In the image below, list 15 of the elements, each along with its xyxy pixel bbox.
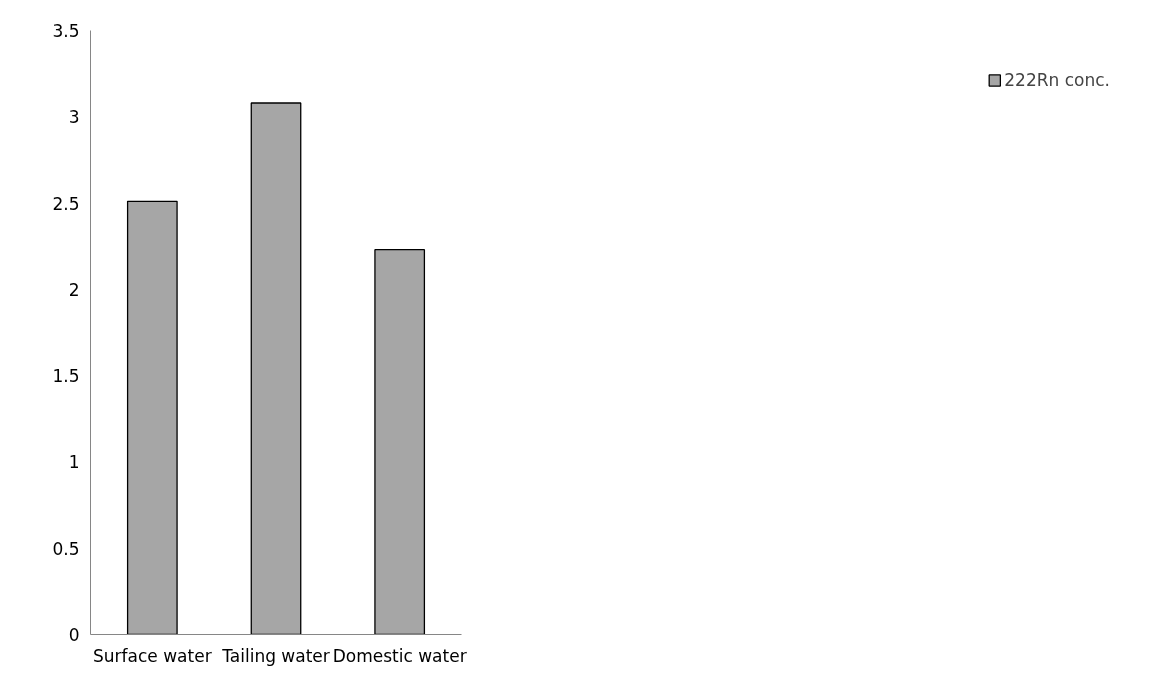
y-tick-label: 1.5 <box>52 366 80 387</box>
x-tick-label: Surface water <box>93 645 212 666</box>
y-tick-label: 2 <box>68 279 80 300</box>
x-tick-label: Domestic water <box>332 645 467 666</box>
y-tick-label: 1 <box>68 452 80 473</box>
legend-label: 222Rn conc. <box>1004 70 1110 90</box>
bar <box>250 102 302 635</box>
x-tick-label: Tailing water <box>221 645 330 666</box>
bar <box>126 200 178 635</box>
y-tick-label: 0 <box>68 625 80 645</box>
y-tick-label: 3.5 <box>52 21 80 41</box>
bar <box>374 249 426 635</box>
y-tick-label: 0.5 <box>52 538 80 559</box>
y-tick-label: 3 <box>68 107 80 128</box>
y-tick-label: 2.5 <box>52 193 80 214</box>
